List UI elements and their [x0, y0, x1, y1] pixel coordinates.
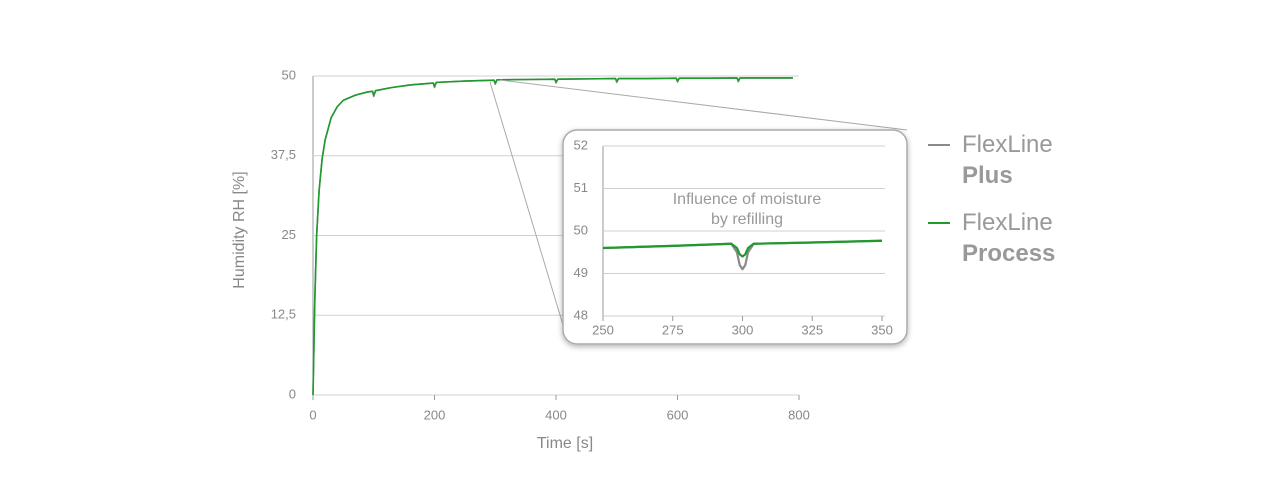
inset-plot: Influence of moisture by refilling 48 49 5… [574, 137, 893, 337]
y-tick-label: 25 [282, 227, 296, 242]
annotation: by refilling [711, 211, 783, 228]
y-axis-title: Humidity RH [%] [231, 171, 248, 288]
annotation: Influence of moisture [673, 191, 822, 208]
zoom-line [489, 81, 564, 326]
legend-label: FlexLine Plus [962, 131, 1053, 189]
x-tick-label: 0 [309, 407, 316, 422]
y-tick-label: 51 [574, 180, 588, 195]
y-tick-label: 12,5 [271, 307, 296, 322]
x-axis-title: Time [s] [537, 435, 593, 452]
x-tick-label: 200 [424, 407, 446, 422]
inset-frame [562, 129, 908, 345]
y-tick-label: 48 [574, 307, 588, 322]
data-line [602, 239, 883, 258]
y-tick-label: 52 [574, 137, 588, 152]
y-tick-label: 50 [282, 67, 296, 82]
data-line [312, 77, 793, 396]
legend-label: FlexLine Process [962, 209, 1056, 267]
x-tick-label: 400 [545, 407, 567, 422]
y-tick-label: 0 [289, 386, 296, 401]
x-tick-label: 350 [871, 322, 893, 337]
x-tick-label: 600 [667, 407, 689, 422]
y-tick-label: 50 [574, 222, 588, 237]
y-tick-label: 49 [574, 265, 588, 280]
y-tick-label: 37,5 [271, 147, 296, 162]
x-tick-label: 300 [732, 322, 754, 337]
x-tick-label: 325 [801, 322, 823, 337]
zoom-line [499, 79, 908, 131]
x-tick-label: 250 [592, 322, 614, 337]
x-tick-label: 275 [662, 322, 684, 337]
x-tick-label: 800 [788, 407, 810, 422]
